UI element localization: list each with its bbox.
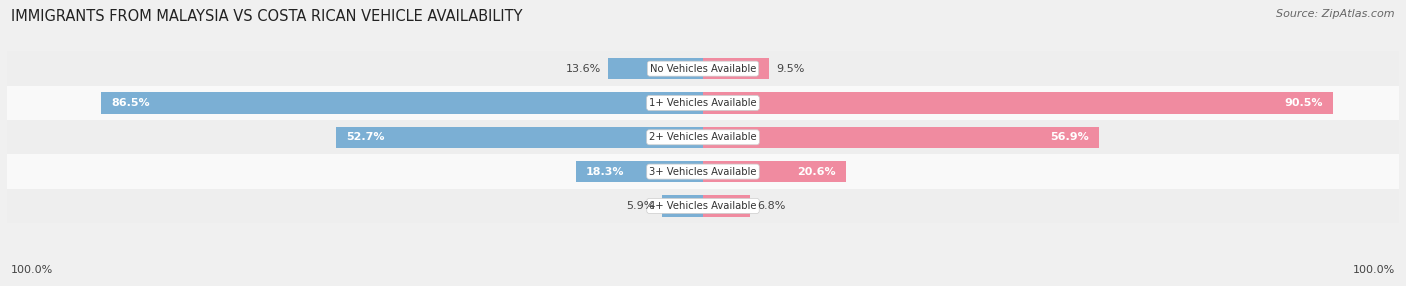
Bar (7, 189, 1399, 223)
Bar (7, 51, 1399, 86)
Text: 86.5%: 86.5% (111, 98, 150, 108)
Text: 100.0%: 100.0% (11, 265, 53, 275)
Legend: Immigrants from Malaysia, Costa Rican: Immigrants from Malaysia, Costa Rican (560, 284, 846, 286)
Bar (7, 120, 1399, 154)
Bar (703, 92, 1333, 114)
Text: 3+ Vehicles Available: 3+ Vehicles Available (650, 167, 756, 176)
Text: IMMIGRANTS FROM MALAYSIA VS COSTA RICAN VEHICLE AVAILABILITY: IMMIGRANTS FROM MALAYSIA VS COSTA RICAN … (11, 9, 523, 23)
Bar (7, 86, 1399, 120)
Bar (703, 195, 751, 217)
Text: 100.0%: 100.0% (1353, 265, 1395, 275)
Bar (336, 127, 703, 148)
Text: Source: ZipAtlas.com: Source: ZipAtlas.com (1277, 9, 1395, 19)
Text: No Vehicles Available: No Vehicles Available (650, 64, 756, 74)
Text: 2+ Vehicles Available: 2+ Vehicles Available (650, 132, 756, 142)
Bar (662, 195, 703, 217)
Text: 13.6%: 13.6% (567, 64, 602, 74)
Text: 52.7%: 52.7% (347, 132, 385, 142)
Text: 6.8%: 6.8% (758, 201, 786, 211)
Text: 20.6%: 20.6% (797, 167, 837, 176)
Text: 56.9%: 56.9% (1050, 132, 1088, 142)
Text: 4+ Vehicles Available: 4+ Vehicles Available (650, 201, 756, 211)
Bar (703, 161, 846, 182)
Text: 5.9%: 5.9% (627, 201, 655, 211)
Bar (703, 58, 769, 79)
Bar (101, 92, 703, 114)
Bar (575, 161, 703, 182)
Bar (703, 127, 1099, 148)
Text: 1+ Vehicles Available: 1+ Vehicles Available (650, 98, 756, 108)
Bar (7, 154, 1399, 189)
Bar (609, 58, 703, 79)
Text: 90.5%: 90.5% (1284, 98, 1323, 108)
Text: 18.3%: 18.3% (586, 167, 624, 176)
Text: 9.5%: 9.5% (776, 64, 804, 74)
